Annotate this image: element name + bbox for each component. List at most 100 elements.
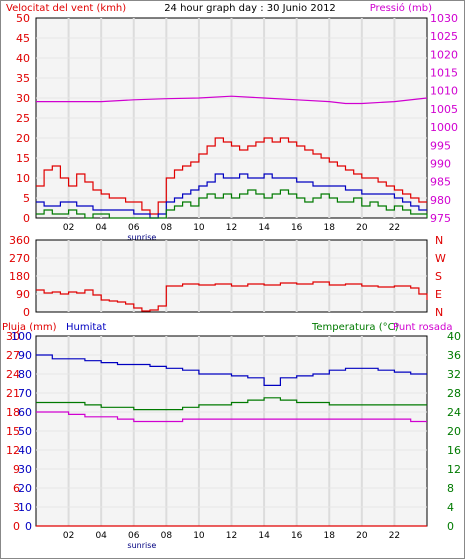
pressure-tick: 995 (430, 139, 451, 152)
pressure-tick: 1000 (430, 121, 458, 134)
temperature-tick: 12 (447, 463, 461, 476)
x-tick-label: 06 (128, 223, 140, 233)
wind-speed-tick: 35 (16, 72, 30, 85)
humidity-tick: 50 (18, 425, 32, 438)
x-tick-label: 18 (324, 531, 336, 541)
rain-tick: 9 (13, 463, 20, 476)
direction-tick: 360 (9, 234, 30, 247)
wind-speed-title: Velocitat del vent (kmh) (6, 3, 126, 14)
x-tick-label: 14 (258, 531, 270, 541)
rain-tick: 15 (6, 425, 20, 438)
temperature-tick: 20 (447, 425, 461, 438)
humidity-tick: 30 (18, 463, 32, 476)
sunrise-label: sunrise (127, 541, 156, 550)
wind-speed-tick: 45 (16, 32, 30, 45)
rain-tick: 3 (13, 501, 20, 514)
humidity-tick: 40 (18, 444, 32, 457)
wind-speed-tick: 25 (16, 112, 30, 125)
x-tick-label: 14 (258, 223, 270, 233)
compass-label: E (435, 288, 442, 301)
rain-tick: 21 (6, 387, 20, 400)
pressure-tick: 1020 (430, 48, 458, 61)
pressure-title: Pressió (mb) (370, 2, 432, 14)
rain-axis-title: Pluja (mm) (2, 322, 57, 333)
x-tick-label: 20 (356, 531, 368, 541)
wind-series-minimum (36, 189, 428, 219)
pressure-tick: 990 (430, 157, 451, 170)
compass-label: N (435, 306, 443, 319)
wind-speed-tick: 15 (16, 152, 30, 165)
rain-tick: 6 (13, 482, 20, 495)
wind-speed-tick: 30 (16, 92, 30, 105)
rain-tick: 18 (6, 406, 20, 419)
pressure-tick: 1010 (430, 85, 458, 98)
pressure-tick: 1005 (430, 103, 458, 116)
rain-tick: 27 (6, 349, 20, 362)
dewpoint-axis-title: Punt rosada (393, 322, 452, 333)
wind-speed-tick: 20 (16, 132, 30, 145)
humidity-tick: 90 (18, 349, 32, 362)
x-tick-label: 02 (63, 531, 74, 541)
pressure-tick: 1025 (430, 30, 458, 43)
x-tick-label: 22 (389, 531, 400, 541)
compass-label: N (435, 234, 443, 247)
x-tick-label: 12 (226, 531, 237, 541)
x-tick-label: 08 (161, 223, 173, 233)
x-tick-label: 10 (193, 223, 205, 233)
temperature-tick: 4 (447, 501, 454, 514)
compass-label: W (435, 252, 446, 265)
x-tick-label: 12 (226, 223, 237, 233)
rain-tick: 30 (6, 330, 20, 343)
x-tick-label: 10 (193, 531, 205, 541)
direction-series (36, 281, 428, 312)
x-tick-label: 16 (291, 223, 303, 233)
rain-tick: 24 (6, 368, 20, 381)
x-tick-label: 04 (95, 531, 107, 541)
temperature-tick: 0 (447, 520, 454, 533)
humidity-tick: 100 (11, 330, 32, 343)
humidity-tick: 10 (18, 501, 32, 514)
chart-date-title: 24 hour graph day : 30 Junio 2012 (164, 3, 336, 14)
wind-series-pressure (36, 95, 428, 105)
direction-tick: 90 (16, 288, 30, 301)
wind-series-average (36, 173, 427, 219)
x-tick-label: 06 (128, 531, 140, 541)
sunrise-label: sunrise (127, 233, 156, 242)
rain-tick: 12 (6, 444, 20, 457)
climate-series (36, 354, 427, 386)
wind-speed-tick: 10 (16, 172, 30, 185)
climate-series (36, 411, 427, 423)
humidity-tick: 60 (18, 406, 32, 419)
compass-label: S (435, 270, 442, 283)
humidity-tick: 70 (18, 387, 32, 400)
wind-speed-tick: 5 (23, 192, 30, 205)
temperature-tick: 36 (447, 349, 461, 362)
pressure-tick: 985 (430, 176, 451, 189)
x-tick-label: 18 (324, 223, 336, 233)
temperature-tick: 8 (447, 482, 454, 495)
temperature-tick: 28 (447, 387, 461, 400)
x-tick-label: 02 (63, 223, 74, 233)
x-tick-label: 08 (161, 531, 173, 541)
climate-series (36, 397, 427, 411)
pressure-tick: 975 (430, 212, 451, 225)
wind-speed-tick: 0 (23, 212, 30, 225)
x-tick-label: 20 (356, 223, 368, 233)
wind-series-gust (36, 137, 427, 215)
humidity-tick: 80 (18, 368, 32, 381)
pressure-tick: 1015 (430, 67, 458, 80)
temperature-tick: 24 (447, 406, 461, 419)
rain-tick: 0 (13, 520, 20, 533)
wind-speed-tick: 50 (16, 12, 30, 25)
pressure-tick: 980 (430, 194, 451, 207)
x-tick-label: 04 (95, 223, 107, 233)
wind-speed-tick: 40 (16, 52, 30, 65)
temperature-tick: 32 (447, 368, 461, 381)
temperature-tick: 40 (447, 330, 461, 343)
humidity-tick: 20 (18, 482, 32, 495)
temperature-axis-title: Temperatura (°C) (311, 322, 399, 333)
direction-tick: 0 (23, 306, 30, 319)
humidity-tick: 0 (25, 520, 32, 533)
